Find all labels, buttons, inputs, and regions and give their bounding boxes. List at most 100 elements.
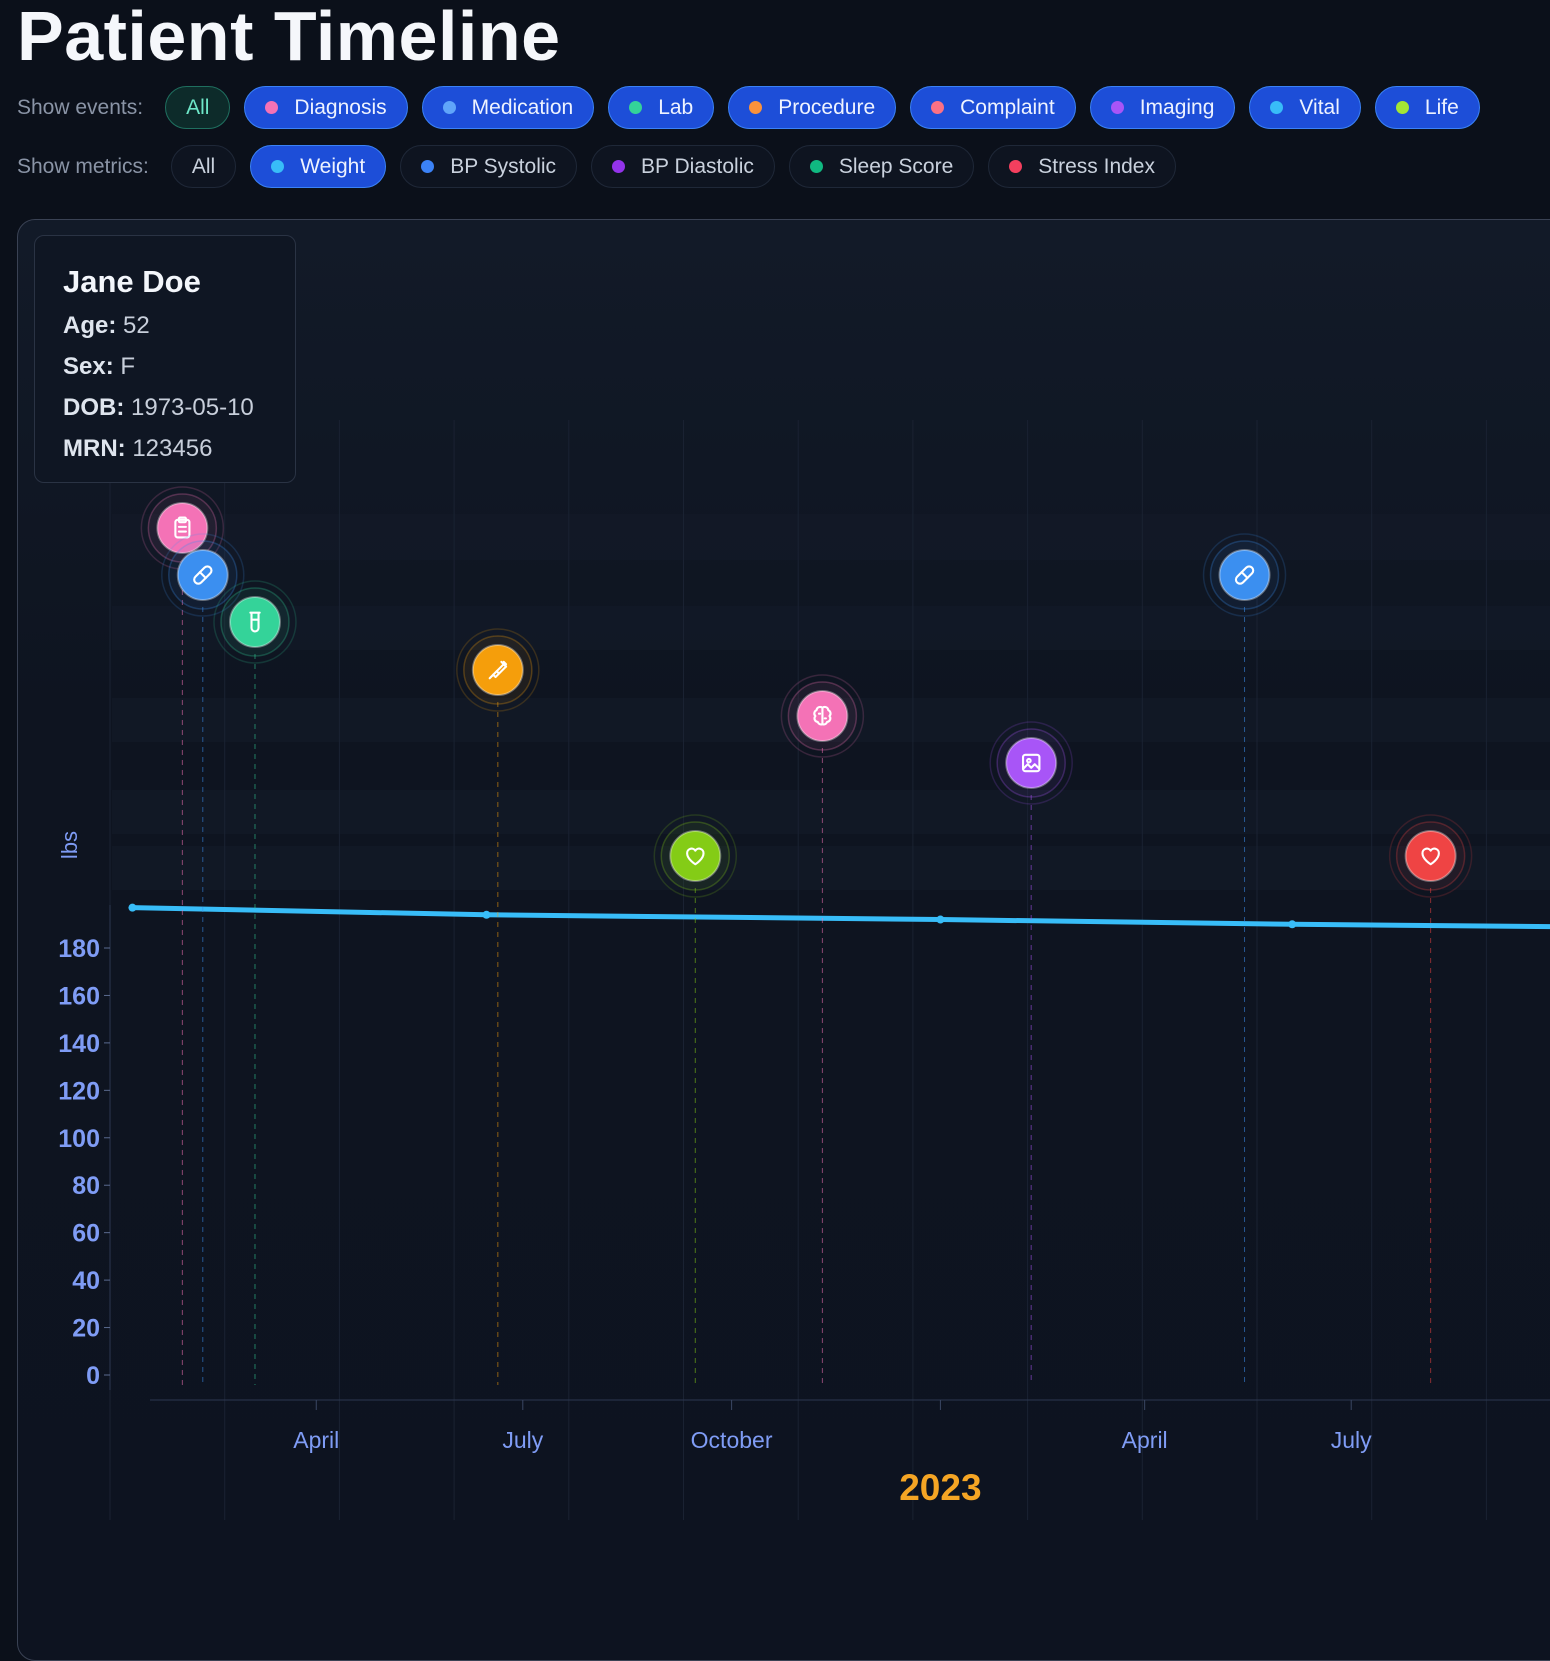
y-tick-label: 140 xyxy=(58,1030,100,1058)
weight-data-point[interactable] xyxy=(128,903,137,912)
event-marker-medication[interactable] xyxy=(1202,533,1287,617)
metrics-chip-bp-systolic[interactable]: BP Systolic xyxy=(400,145,578,188)
events-chip-complaint[interactable]: Complaint xyxy=(910,86,1076,129)
y-tick-label: 40 xyxy=(72,1267,100,1295)
chip-label: BP Diastolic xyxy=(641,154,754,178)
events-chip-diagnosis[interactable]: Diagnosis xyxy=(244,86,408,129)
chip-label: Diagnosis xyxy=(294,95,387,119)
chip-label: Life xyxy=(1424,95,1459,119)
y-tick-label: 60 xyxy=(72,1220,100,1248)
sex-value: F xyxy=(120,353,136,380)
metrics-chip-all[interactable]: All xyxy=(170,145,237,188)
pill-icon xyxy=(193,565,213,585)
events-chip-medication[interactable]: Medication xyxy=(421,86,595,129)
event-marker-procedure[interactable] xyxy=(456,628,540,712)
weight-series-line xyxy=(129,905,1550,930)
patient-sex: Sex: F xyxy=(63,353,295,381)
color-dot-icon xyxy=(749,101,763,114)
chip-label: Vital xyxy=(1299,95,1340,119)
metrics-chip-sleep-score[interactable]: Sleep Score xyxy=(788,145,975,188)
chip-label: Complaint xyxy=(960,95,1055,119)
y-tick-label: 160 xyxy=(58,982,100,1010)
weight-data-point[interactable] xyxy=(936,915,945,924)
y-tick-label: 80 xyxy=(72,1172,100,1200)
color-dot-icon xyxy=(931,101,945,114)
x-tick-label: October xyxy=(691,1427,773,1453)
patient-info-card: Jane Doe Age: 52 Sex: F DOB: 1973-05-10 … xyxy=(34,235,296,483)
x-tick-label: July xyxy=(502,1427,543,1453)
weight-data-point[interactable] xyxy=(1288,920,1297,929)
events-chip-imaging[interactable]: Imaging xyxy=(1089,86,1236,129)
band xyxy=(112,514,1550,560)
event-marker-life[interactable] xyxy=(653,814,738,898)
year-label: 2023 xyxy=(899,1467,981,1508)
color-dot-icon xyxy=(1270,101,1284,114)
color-dot-icon xyxy=(265,101,279,114)
x-tick-label: July xyxy=(1331,1427,1372,1453)
metrics-chip-bp-diastolic[interactable]: BP Diastolic xyxy=(591,145,775,188)
patient-age: Age: 52 xyxy=(63,312,295,340)
chip-label: BP Systolic xyxy=(450,154,557,178)
color-dot-icon xyxy=(421,160,435,173)
events-chip-procedure[interactable]: Procedure xyxy=(728,86,897,129)
metric-filters: Show metrics: All Weight BP Systolic BP Dia… xyxy=(17,145,1190,188)
chip-label: All xyxy=(186,95,210,119)
event-marker-complaint[interactable] xyxy=(780,674,865,758)
mrn-value: 123456 xyxy=(132,435,213,462)
heart-icon xyxy=(686,847,705,866)
dob-value: 1973-05-10 xyxy=(131,394,254,421)
chip-label: All xyxy=(191,154,216,178)
band xyxy=(112,606,1550,650)
y-axis-label: lbs xyxy=(57,831,82,859)
band xyxy=(112,846,1550,890)
page-title: Patient Timeline xyxy=(17,0,561,75)
event-marker-medication[interactable] xyxy=(161,533,245,617)
y-tick-label: 0 xyxy=(86,1362,100,1390)
metrics-chip-stress-index[interactable]: Stress Index xyxy=(988,145,1176,188)
event-filters: Show events: All Diagnosis Medication Lab Pr… xyxy=(17,86,1494,129)
color-dot-icon xyxy=(612,160,626,173)
y-tick-label: 100 xyxy=(58,1125,100,1153)
events-chip-vital[interactable]: Vital xyxy=(1249,86,1361,129)
chip-label: Weight xyxy=(300,154,366,178)
patient-dob: DOB: 1973-05-10 xyxy=(63,394,295,422)
color-dot-icon xyxy=(271,160,285,173)
weight-data-point[interactable] xyxy=(482,910,491,919)
pill-icon xyxy=(1234,565,1255,585)
chip-label: Imaging xyxy=(1139,95,1215,119)
event-marker-lab[interactable] xyxy=(213,580,297,664)
chip-label: Procedure xyxy=(778,95,876,119)
x-tick-label: April xyxy=(293,1427,339,1453)
event-marker-imaging[interactable] xyxy=(989,721,1073,805)
y-tick-label: 120 xyxy=(58,1077,100,1105)
events-chip-life[interactable]: Life xyxy=(1374,86,1480,129)
syringe-icon xyxy=(488,660,508,680)
metrics-chip-weight[interactable]: Weight xyxy=(250,145,387,188)
color-dot-icon xyxy=(629,101,643,114)
timeline-chart: 180 160 140 120 100 80 60 40 20 0 lbs April July Octo… xyxy=(57,420,1550,1520)
chip-label: Sleep Score xyxy=(838,154,954,178)
patient-mrn: MRN: 123456 xyxy=(63,435,295,463)
events-chip-all[interactable]: All xyxy=(165,86,231,129)
brain-icon xyxy=(813,705,832,726)
color-dot-icon xyxy=(1110,101,1124,114)
mrn-label: MRN: xyxy=(63,435,126,462)
age-value: 52 xyxy=(123,312,150,339)
color-dot-icon xyxy=(1009,160,1023,173)
metrics-filter-label: Show metrics: xyxy=(17,154,149,178)
heart-icon xyxy=(1421,847,1440,866)
clipboard-icon xyxy=(174,516,191,539)
color-dot-icon xyxy=(809,160,823,173)
y-tick-label: 20 xyxy=(72,1315,100,1343)
event-marker-diagnosis[interactable] xyxy=(140,486,225,570)
color-dot-icon xyxy=(442,101,456,114)
image-icon xyxy=(1021,753,1041,773)
color-dot-icon xyxy=(1395,101,1409,114)
chip-label: Lab xyxy=(658,95,694,119)
chip-label: Medication xyxy=(471,95,574,119)
patient-name: Jane Doe xyxy=(63,264,201,299)
beaker-icon xyxy=(249,611,261,633)
events-chip-lab[interactable]: Lab xyxy=(608,86,715,129)
dob-label: DOB: xyxy=(63,394,125,421)
event-marker-vital[interactable] xyxy=(1388,814,1473,898)
